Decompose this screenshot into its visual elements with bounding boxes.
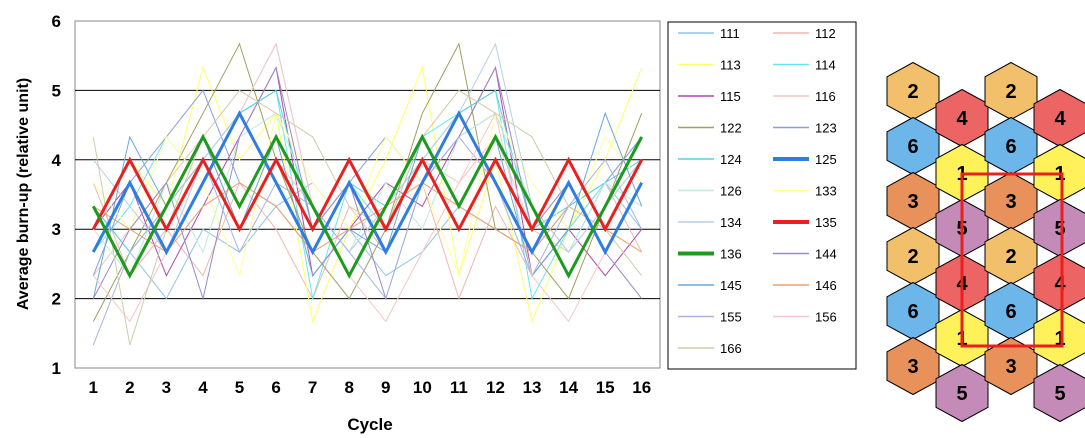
hex-label: 3 xyxy=(907,356,918,378)
series-lines xyxy=(91,42,644,346)
y-tick-label: 6 xyxy=(52,12,61,31)
legend-items: 111 112 113 114 115 116 122 123 124 125 126 133 134 1… xyxy=(678,26,837,356)
hex-label: 6 xyxy=(907,301,918,323)
x-tick-label: 16 xyxy=(632,378,651,397)
legend-label-122: 122 xyxy=(720,121,742,136)
legend-label-155: 155 xyxy=(720,310,742,325)
x-tick-label: 11 xyxy=(450,378,468,397)
hex-label: 4 xyxy=(956,108,968,130)
legend-label-115: 115 xyxy=(720,89,741,104)
legend-label-125: 125 xyxy=(815,152,837,167)
x-tick-label: 12 xyxy=(486,378,505,397)
hex-label: 4 xyxy=(1054,108,1066,130)
x-tick-label: 6 xyxy=(271,378,280,397)
hex-label: 1 xyxy=(1054,328,1065,350)
legend-label-113: 113 xyxy=(720,58,741,73)
x-tick-label: 13 xyxy=(523,378,542,397)
hex-label: 6 xyxy=(1005,136,1016,158)
hex-cell xyxy=(1033,363,1085,423)
legend-label-156: 156 xyxy=(815,310,837,325)
legend-label-126: 126 xyxy=(720,184,742,199)
legend-frame xyxy=(667,21,857,370)
legend-label-114: 114 xyxy=(815,58,836,73)
x-tick-label: 8 xyxy=(344,378,353,397)
legend-label-136: 136 xyxy=(720,247,742,262)
legend-label-123: 123 xyxy=(815,121,837,136)
hex-label: 4 xyxy=(1054,273,1066,295)
hex-label: 5 xyxy=(1054,383,1065,405)
y-tick-label: 1 xyxy=(52,359,61,378)
x-tick-label: 1 xyxy=(89,378,98,397)
series-line-135 xyxy=(91,156,644,233)
hex-label: 2 xyxy=(1005,81,1016,103)
y-axis-label: Average burn-up (relative unit) xyxy=(15,78,32,310)
x-tick-label: 2 xyxy=(125,378,134,397)
x-tick-label: 10 xyxy=(413,378,432,397)
legend-label-133: 133 xyxy=(815,184,837,199)
y-tick-label: 4 xyxy=(52,151,62,170)
hex-label: 3 xyxy=(1005,356,1016,378)
legend-label-145: 145 xyxy=(720,278,742,293)
legend-label-146: 146 xyxy=(815,278,837,293)
x-tick-label: 5 xyxy=(235,378,244,397)
legend-label-111: 111 xyxy=(720,26,740,41)
hex-label: 2 xyxy=(907,81,918,103)
series-line-122 xyxy=(92,42,643,322)
hex-label: 3 xyxy=(907,191,918,213)
x-tick-label: 14 xyxy=(559,378,578,397)
x-tick-label: 15 xyxy=(596,378,615,397)
hex-label: 6 xyxy=(907,136,918,158)
y-tick-label: 3 xyxy=(52,220,61,239)
highlight-box xyxy=(960,172,1064,348)
hex-label: 5 xyxy=(956,383,967,405)
series-line-125 xyxy=(91,110,644,256)
legend-label-135: 135 xyxy=(815,215,837,230)
y-tick-label: 2 xyxy=(52,290,61,309)
x-tick-label: 7 xyxy=(308,378,317,397)
series-line-136 xyxy=(91,133,644,279)
hex-label: 6 xyxy=(1005,301,1016,323)
x-tick-label: 3 xyxy=(162,378,171,397)
legend-label-124: 124 xyxy=(720,152,742,167)
hex-label: 5 xyxy=(1054,218,1065,240)
legend-label-116: 116 xyxy=(815,89,836,104)
legend-label-166: 166 xyxy=(720,341,742,356)
y-tick-label: 5 xyxy=(52,81,61,100)
hex-label: 2 xyxy=(1005,246,1016,268)
x-tick-label: 9 xyxy=(381,378,390,397)
x-axis-label: Cycle xyxy=(347,415,392,434)
x-tick-label: 4 xyxy=(198,378,208,397)
legend-label-112: 112 xyxy=(815,26,836,41)
hex-label: 3 xyxy=(1005,191,1016,213)
legend-label-134: 134 xyxy=(720,215,742,230)
x-axis-tick-labels: 1 2 3 4 5 6 7 8 9 10 11 12 13 14 15 16 xyxy=(89,378,652,397)
y-axis-tick-labels: 1 2 3 4 5 6 xyxy=(52,12,62,378)
legend-label-144: 144 xyxy=(815,247,837,262)
hex-label: 2 xyxy=(907,246,918,268)
